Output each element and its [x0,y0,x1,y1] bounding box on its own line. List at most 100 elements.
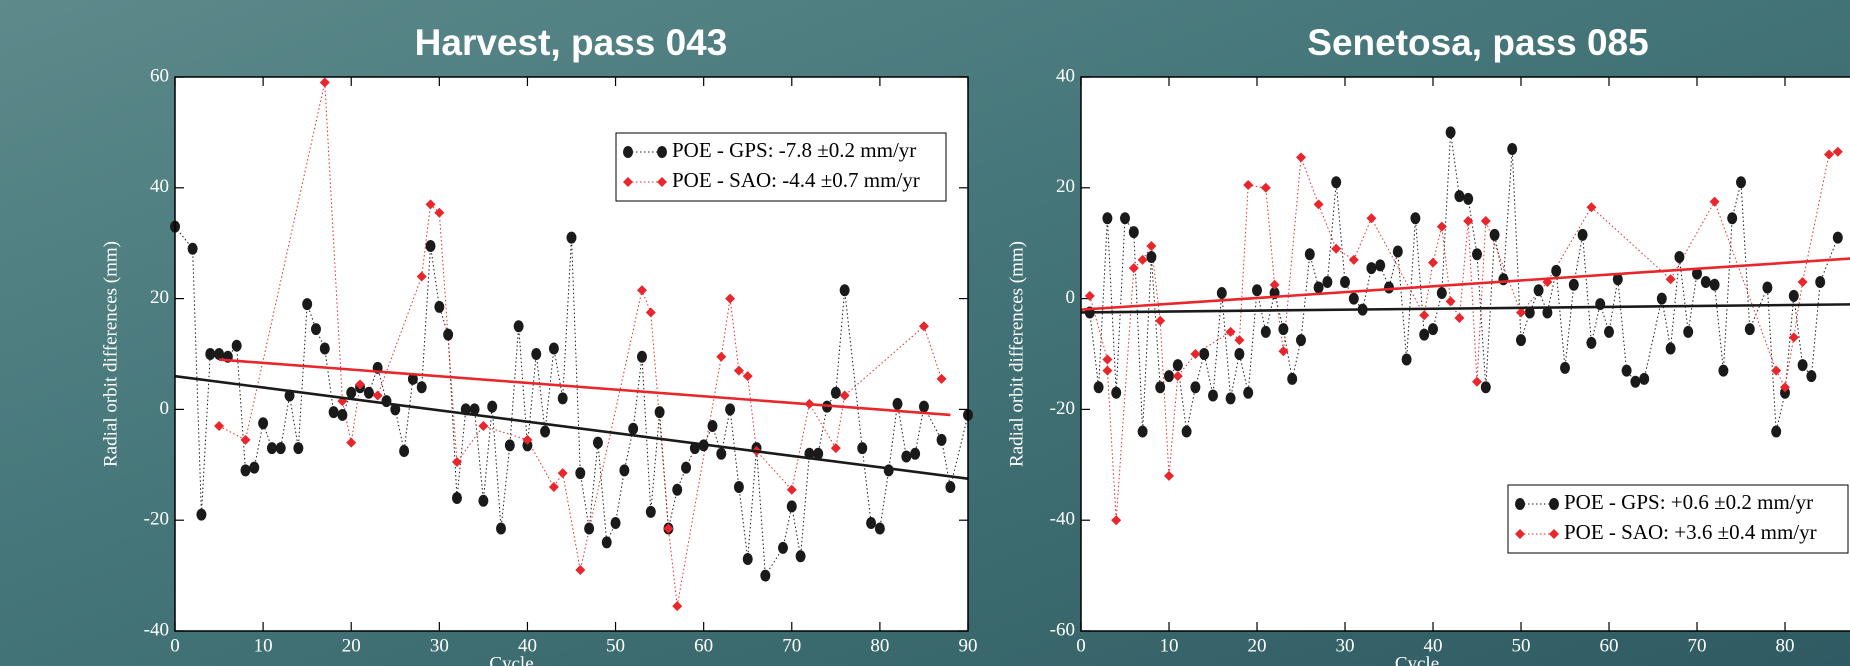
data-point [381,395,392,408]
data-point [1128,263,1139,274]
data-point [1771,365,1782,376]
data-point [434,300,445,313]
legend-label: POE - GPS: +0.6 ±0.2 mm/yr [1564,490,1813,514]
data-point [1234,348,1245,360]
data-point [1788,332,1799,343]
data-point [936,433,947,446]
data-point [469,403,480,416]
data-point [1172,371,1183,382]
data-point [1278,346,1289,357]
data-point [1190,349,1201,359]
data-point [725,403,736,416]
data-point [645,505,656,518]
data-point [777,541,788,554]
x-tick-label: 30 [430,635,449,656]
data-point [1419,328,1430,341]
data-point [425,199,436,210]
data-point [733,365,744,376]
data-point [372,390,383,401]
data-point [1190,381,1201,394]
data-point [1665,342,1676,355]
data-point [1128,226,1139,239]
data-point [513,320,524,333]
data-point [918,321,929,332]
data-point [654,406,665,419]
y-tick-label: 20 [1056,176,1075,197]
data-point [575,467,586,480]
y-tick-label: -40 [1050,509,1075,530]
data-point [839,390,850,401]
data-point [1472,376,1482,387]
data-point [1718,364,1729,377]
data-point [1463,216,1474,227]
x-tick-label: 80 [1776,635,1795,656]
data-point [1771,425,1782,438]
chart-title: Harvest, pass 043 [415,22,728,63]
data-point [1445,126,1456,139]
data-point [1551,264,1562,277]
data-point [1621,364,1632,377]
data-point [1428,323,1438,336]
data-point [240,434,251,445]
data-point [1595,298,1606,311]
data-point [1164,370,1174,383]
data-point [1762,281,1773,294]
data-point [1102,354,1113,365]
data-point [584,522,595,535]
data-point [240,464,251,477]
data-point [636,285,647,296]
data-point [1313,281,1324,294]
chart: Senetosa, pass 085 -60 -40 -20 0 20 40 0 10 20 30 4… [1006,22,1850,666]
data-point [390,403,401,416]
y-tick-label: 0 [1066,287,1076,308]
data-point [892,397,903,410]
data-point [1683,325,1694,338]
data-point [725,293,736,304]
data-point [716,351,727,362]
legend-marker [657,177,667,187]
data-point [1436,221,1447,232]
data-point [619,464,630,477]
data-point [1630,375,1641,388]
data-point [1340,275,1350,288]
data-point [628,422,639,435]
data-point [1093,381,1104,394]
data-point [681,461,692,474]
data-point [1260,325,1271,338]
data-point [1700,275,1711,288]
data-point [557,468,568,479]
data-point [310,323,321,336]
data-point [1243,386,1254,399]
x-axis-label: Cycle [489,653,533,666]
data-point [1806,370,1817,383]
data-point [258,417,269,430]
data-point [1102,212,1113,225]
data-point [1155,381,1166,394]
trend-line [218,358,951,417]
data-point [795,550,806,563]
x-tick-label: 30 [1336,635,1355,656]
legend-marker [1549,498,1559,510]
data-point [1234,335,1245,346]
data-point [1665,274,1676,285]
y-axis-label: Radial orbit differences (mm) [100,241,121,467]
data-point [742,552,753,565]
data-point [504,439,515,452]
data-point [1568,278,1579,291]
data-point [936,373,947,384]
data-point [1278,323,1289,336]
data-point [945,480,956,493]
plot-frame [1080,76,1850,632]
data-point [610,516,621,529]
data-point [1454,190,1465,203]
data-point [416,381,427,394]
data-point [566,231,577,244]
data-point [1392,245,1403,258]
x-tick-label: 70 [1688,635,1707,656]
x-tick-label: 70 [782,635,801,656]
plot-frame [174,76,969,632]
y-tick-label: -20 [144,509,169,530]
data-point [575,565,586,576]
data-point [1516,334,1526,347]
